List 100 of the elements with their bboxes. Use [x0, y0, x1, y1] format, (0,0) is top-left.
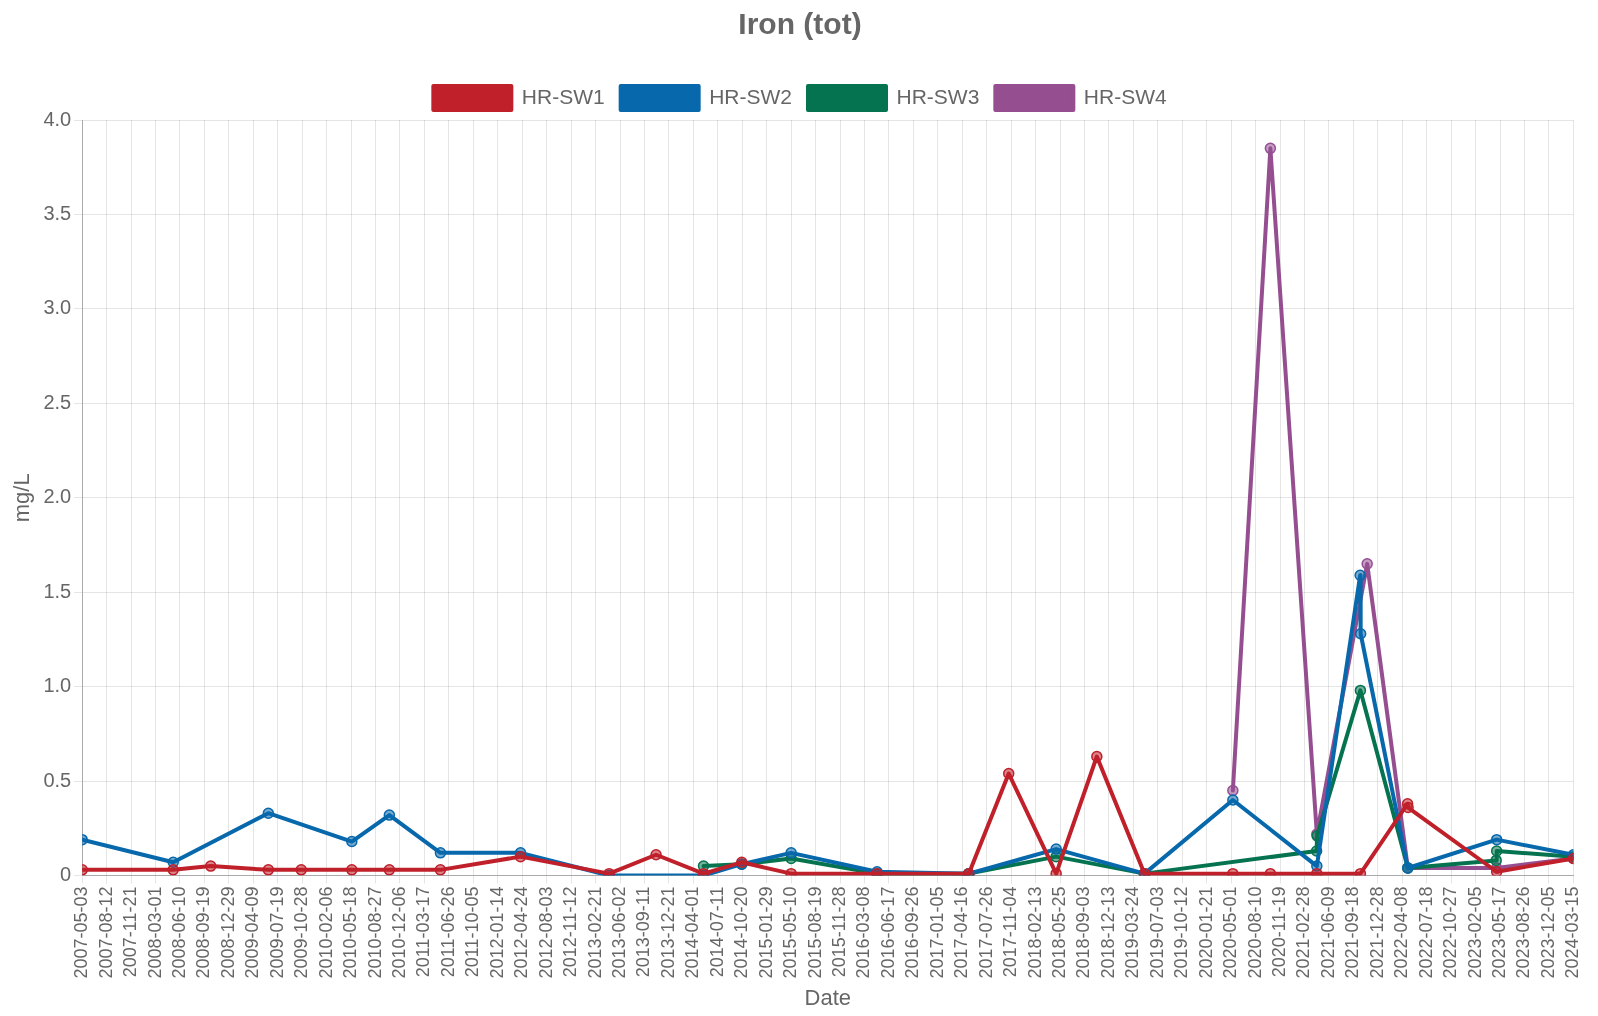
y-tick-label: 2.0 [43, 485, 72, 508]
x-tick-label: 2008-03-01 [144, 886, 165, 979]
point [262, 807, 275, 819]
point [1402, 801, 1414, 814]
x-tick-label: 2015-05-10 [780, 886, 801, 979]
x-tick-label: 2017-11-04 [1000, 886, 1021, 978]
x-tick-label: 2012-04-24 [511, 886, 532, 979]
y-tick-label: 0.5 [43, 768, 72, 791]
legend-label: HR-SW2 [709, 84, 793, 108]
point [346, 835, 358, 848]
x-tick-label: 2023-02-05 [1464, 886, 1485, 979]
x-tick-label: 2015-01-29 [755, 886, 776, 979]
point [204, 860, 217, 872]
x-tick-label: 2014-07-11 [706, 886, 727, 978]
x-tick-label: 2015-08-19 [804, 886, 825, 979]
x-tick-label: 2012-08-03 [535, 886, 556, 979]
point [1490, 854, 1502, 867]
point [1354, 569, 1366, 581]
x-tick-label: 2007-05-03 [71, 886, 92, 979]
point [434, 847, 447, 859]
point [1002, 767, 1015, 780]
x-tick-label: 2014-04-01 [682, 886, 703, 979]
x-tick-label: 2007-08-12 [95, 886, 116, 979]
x-tick-label: 2016-09-26 [902, 886, 923, 979]
x-tick-label: 2008-12-29 [217, 886, 238, 979]
x-tick-label: 2009-07-19 [266, 886, 287, 979]
x-tick-label: 2023-08-26 [1513, 886, 1534, 979]
y-tick-label: 3.5 [43, 201, 72, 224]
point [514, 850, 527, 863]
y-tick-label: 0 [60, 863, 72, 886]
point [1354, 628, 1367, 640]
point [262, 864, 275, 876]
x-tick-label: 2020-11-19 [1269, 886, 1290, 978]
point [1490, 845, 1503, 857]
point [1227, 794, 1239, 806]
x-tick-label: 2018-02-13 [1024, 886, 1045, 979]
x-tick-label: 2023-05-17 [1489, 886, 1510, 979]
point [1490, 833, 1503, 846]
x-tick-label: 2014-10-20 [731, 886, 752, 979]
x-tick-label: 2011-10-05 [462, 886, 483, 978]
x-tick-label: 2016-03-08 [853, 886, 874, 979]
point [1490, 866, 1503, 876]
y-tick-label: 4.0 [43, 107, 72, 130]
y-tick-label: 3.0 [43, 296, 72, 319]
point [1227, 784, 1239, 797]
x-tick-label: 2018-12-13 [1097, 886, 1118, 979]
point [1354, 684, 1367, 697]
point [383, 864, 396, 876]
x-tick-label: 2022-07-18 [1415, 886, 1436, 979]
x-tick-label: 2011-03-17 [413, 886, 434, 978]
point [1050, 843, 1062, 855]
point [785, 847, 797, 859]
x-tick-label: 2018-09-03 [1073, 886, 1094, 979]
x-tick-label: 2020-08-10 [1244, 886, 1265, 979]
x-tick-label: 2010-02-06 [315, 886, 336, 979]
x-tick-label: 2024-03-15 [1562, 886, 1583, 979]
x-tick-label: 2011-06-26 [437, 886, 458, 978]
y-tick-label: 1.0 [43, 674, 72, 697]
x-tick-label: 2009-10-28 [291, 886, 312, 979]
x-tick-label: 2012-11-12 [560, 886, 581, 978]
point [167, 864, 179, 876]
x-tick-label: 2021-09-18 [1342, 886, 1363, 979]
x-tick-label: 2010-05-18 [340, 886, 361, 979]
x-tick-label: 2022-10-27 [1440, 886, 1461, 979]
point [383, 809, 396, 821]
x-tick-label: 2022-04-08 [1391, 886, 1412, 979]
x-axis-title: Date [804, 984, 852, 1010]
x-tick-label: 2020-05-01 [1220, 886, 1241, 979]
x-tick-label: 2019-10-12 [1171, 886, 1192, 979]
x-tick-label: 2017-04-16 [951, 886, 972, 979]
y-tick-label: 2.5 [43, 390, 72, 413]
legend-label: HR-SW1 [521, 84, 605, 108]
x-tick-label: 2010-08-27 [364, 886, 385, 979]
legend-label: HR-SW3 [896, 84, 980, 108]
x-tick-label: 2010-12-06 [388, 886, 409, 979]
x-tick-label: 2018-05-25 [1049, 886, 1070, 979]
x-tick-label: 2013-12-21 [657, 886, 678, 979]
x-tick-label: 2013-09-11 [633, 886, 654, 978]
x-tick-label: 2021-06-09 [1317, 886, 1338, 979]
x-tick-label: 2017-01-05 [926, 886, 947, 979]
x-tick-label: 2019-07-03 [1146, 886, 1167, 979]
point [346, 864, 358, 876]
x-tick-label: 2012-01-14 [486, 886, 507, 979]
point [1361, 558, 1373, 570]
x-tick-label: 2007-11-21 [120, 886, 141, 978]
x-tick-label: 2021-02-28 [1293, 886, 1314, 979]
x-tick-label: 2021-12-28 [1366, 886, 1387, 979]
x-tick-label: 2017-07-26 [975, 886, 996, 979]
x-tick-label: 2019-03-24 [1122, 886, 1143, 979]
x-tick-label: 2013-02-21 [584, 886, 605, 979]
x-tick-label: 2013-06-02 [608, 886, 629, 979]
x-tick-label: 2020-01-21 [1195, 886, 1216, 979]
chart-title: Iron (tot) [738, 7, 862, 41]
legend-label: HR-SW4 [1083, 84, 1167, 108]
x-tick-label: 2015-11-28 [828, 886, 849, 978]
y-tick-label: 1.5 [43, 579, 72, 602]
x-tick-label: 2008-06-10 [168, 886, 189, 979]
y-axis-title: mg/L [9, 473, 35, 523]
point [434, 864, 447, 876]
x-tick-label: 2016-06-17 [877, 886, 898, 979]
